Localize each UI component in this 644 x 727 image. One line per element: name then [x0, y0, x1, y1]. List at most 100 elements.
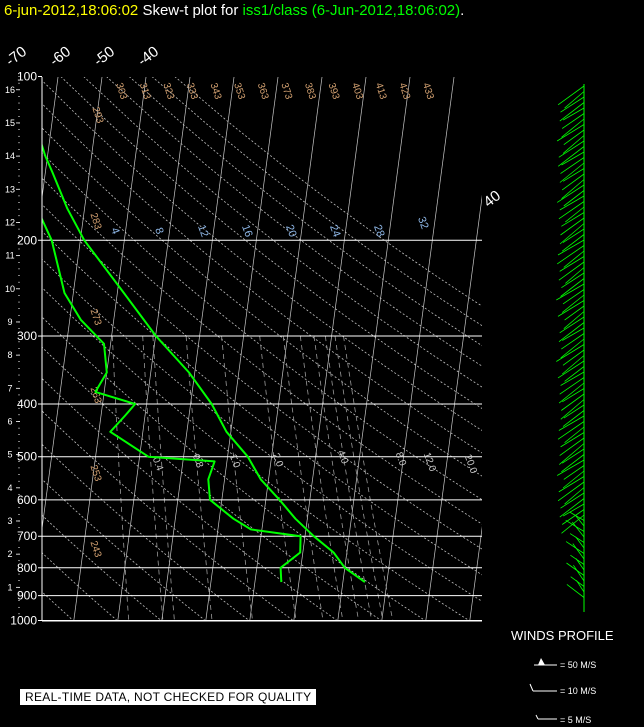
wind-barb [558, 382, 585, 404]
wind-barb [557, 421, 585, 440]
wind-barb [558, 476, 585, 493]
dry-adiabat [42, 478, 206, 621]
mixing-ratio-line [324, 336, 373, 621]
height-tick-label: 4 [7, 483, 12, 493]
dry-adiabat-label: 433 [420, 82, 436, 102]
wind-barb [561, 212, 585, 227]
isotherm [337, 77, 411, 621]
wind-barb [561, 234, 585, 252]
wind-barb [566, 584, 585, 598]
height-tick-label: 11 [5, 251, 14, 261]
dry-adiabat [42, 152, 482, 501]
height-tick-label: 1 [7, 582, 12, 592]
isotherm [73, 77, 147, 621]
wind-barb [559, 195, 585, 211]
wind-barb [563, 311, 585, 330]
title-station-time: (6-Jun-2012,18:06:02) [311, 2, 461, 19]
dry-adiabat-label: 273 [88, 308, 104, 328]
dry-adiabat-label: 403 [349, 82, 365, 102]
pressure-tick-label: 600 [17, 493, 37, 507]
wind-barb [561, 173, 585, 191]
height-tick-label: 8 [7, 350, 12, 360]
dry-adiabat-label: 313 [137, 82, 153, 102]
wind-barb [556, 124, 585, 142]
wind-barb [558, 201, 585, 220]
wind-barb [562, 410, 585, 427]
wind-barb [560, 492, 585, 509]
pressure-tick-label: 800 [17, 561, 37, 575]
wind-barb [565, 541, 585, 554]
wind-barb [561, 333, 585, 350]
height-tick-label: 9 [7, 317, 12, 327]
isotherm [249, 77, 323, 621]
wind-barb [556, 459, 585, 476]
wind-barb [559, 256, 585, 272]
wind-barb [559, 316, 585, 334]
dry-adiabat [42, 127, 482, 477]
mixing-ratio-label: 1.0 [227, 453, 242, 470]
wind-barb [557, 481, 585, 502]
dry-adiabat [42, 177, 482, 525]
mixing-ratio-label: 8.0 [393, 451, 408, 468]
dry-adiabat-label: 323 [160, 82, 176, 102]
wind-barb [562, 349, 585, 366]
mixing-ratio-line [111, 336, 130, 621]
wind-legend-5: = 5 M/S [560, 715, 592, 725]
wind-barb [561, 294, 585, 313]
isotherm [42, 77, 59, 201]
height-tick-label: 6 [7, 416, 12, 426]
wind-barb [557, 146, 585, 167]
wind-barb [558, 322, 585, 343]
pressure-tick-label: 400 [17, 397, 37, 411]
wind-barb [560, 432, 585, 448]
pressure-tick-label: 1000 [10, 614, 37, 628]
wind-barb [556, 184, 585, 203]
temperature-tick-top: -60 [46, 43, 74, 70]
dry-adiabat [42, 346, 382, 621]
wind-barb [562, 327, 585, 341]
winds-profile-title: WINDS PROFILE [511, 628, 614, 643]
wind-barb [563, 503, 585, 517]
wind-barb [569, 511, 585, 521]
temperature-tick-right: 40 [480, 187, 504, 211]
wind-barb [564, 366, 585, 382]
dry-adiabat [129, 77, 482, 347]
dry-adiabat [42, 286, 470, 621]
legend-pennant [538, 658, 545, 665]
wind-barb [560, 399, 585, 420]
wind-barb [563, 465, 585, 480]
mixing-ratio-label: 16 [239, 223, 254, 239]
isotherm [381, 77, 455, 621]
wind-barb [562, 135, 585, 154]
pressure-tick-label: 500 [17, 450, 37, 464]
dry-adiabat [42, 316, 426, 621]
mixing-ratio-line [221, 336, 253, 621]
temperature-tick-top: -50 [90, 43, 118, 70]
dry-adiabat [42, 514, 162, 621]
pressure-tick-label: 900 [17, 589, 37, 603]
mixing-ratio-line [152, 336, 175, 621]
wind-barb [561, 113, 585, 129]
dry-adiabat-label: 333 [184, 82, 200, 102]
dry-adiabat-label: 423 [396, 82, 412, 102]
wind-barb [559, 223, 585, 245]
dry-adiabat-label: 303 [113, 82, 129, 102]
wind-barb [562, 355, 585, 375]
wind-barb [561, 151, 585, 166]
wind-barb [569, 533, 585, 543]
height-tick-label: 3 [7, 516, 12, 526]
wind-barb [572, 543, 585, 560]
temperature-tick-top: -70 [2, 43, 30, 70]
legend-barb-10-feather [529, 683, 534, 692]
wind-barb [561, 448, 585, 464]
wind-barb [575, 558, 585, 571]
wind-barb [562, 228, 585, 243]
wind-barb [556, 245, 585, 265]
pressure-tick-label: 300 [17, 329, 37, 343]
wind-barb [563, 404, 585, 419]
height-tick-label: 2 [7, 549, 12, 559]
wind-barb [564, 426, 585, 444]
mixing-ratio-line [313, 336, 359, 621]
pressure-tick-label: 100 [17, 70, 37, 84]
